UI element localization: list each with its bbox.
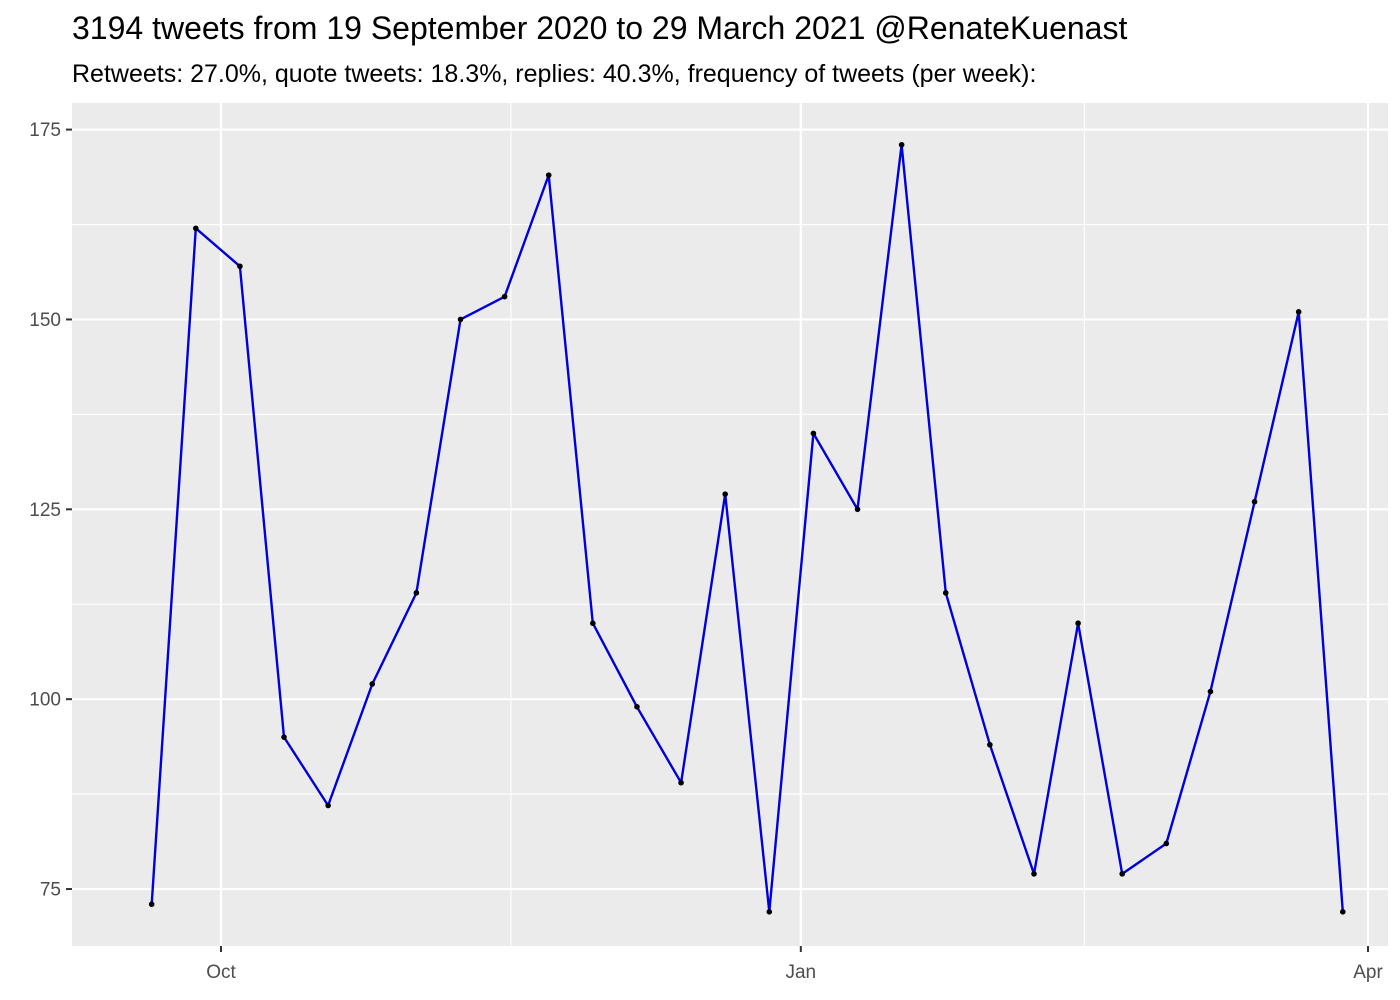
data-point <box>634 703 640 710</box>
data-point <box>501 293 508 300</box>
data-point <box>766 909 773 915</box>
data-point <box>369 681 376 687</box>
chart-subtitle: Retweets: 27.0%, quote tweets: 18.3%, re… <box>72 60 1037 88</box>
data-point <box>678 779 684 786</box>
data-point <box>987 741 993 748</box>
data-point <box>942 590 949 596</box>
data-point <box>237 263 243 270</box>
data-point <box>148 901 155 908</box>
data-point <box>1295 309 1302 315</box>
y-tick-label: 175 <box>29 120 61 141</box>
data-point <box>854 506 861 513</box>
data-point <box>898 141 905 148</box>
y-tick-label: 125 <box>29 500 61 521</box>
data-point <box>192 225 199 232</box>
data-point <box>590 620 596 627</box>
data-point <box>1075 620 1081 627</box>
data-point <box>1339 909 1346 915</box>
x-tick-label: Jan <box>785 962 816 983</box>
y-tick-label: 100 <box>29 690 61 711</box>
data-point <box>457 316 464 323</box>
data-point <box>722 491 728 497</box>
x-tick-label: Apr <box>1353 962 1383 983</box>
plot-panel <box>72 103 1388 946</box>
data-point <box>1251 498 1258 505</box>
data-point <box>545 172 552 178</box>
y-tick-label: 150 <box>29 310 61 331</box>
data-point <box>810 430 817 437</box>
series-line <box>150 143 1344 913</box>
chart-title: 3194 tweets from 19 September 2020 to 29… <box>72 10 1128 46</box>
data-point <box>281 734 287 740</box>
x-tick-label: Oct <box>206 962 236 983</box>
data-point <box>413 590 420 596</box>
y-tick-label: 75 <box>40 880 61 901</box>
data-point <box>325 802 331 809</box>
data-point <box>1207 688 1214 695</box>
data-point <box>1031 871 1037 877</box>
data-point <box>1163 840 1170 847</box>
data-point <box>1119 871 1126 877</box>
